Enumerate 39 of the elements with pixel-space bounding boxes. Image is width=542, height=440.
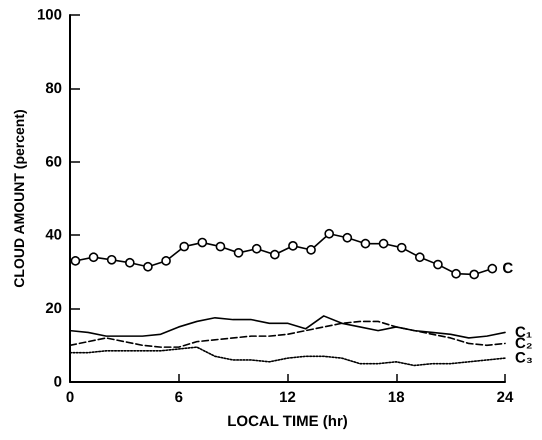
series-label: C xyxy=(502,260,514,278)
x-tick-label: 0 xyxy=(66,389,74,406)
x-axis-title: LOCAL TIME (hr) xyxy=(227,413,348,430)
x-tick-label: 12 xyxy=(279,389,296,406)
point xyxy=(342,232,352,243)
point xyxy=(469,270,479,280)
point xyxy=(88,252,98,262)
y-axis-title: CLOUD AMOUNT (percent) xyxy=(11,109,28,288)
y-tick-label: 40 xyxy=(45,226,62,244)
point xyxy=(360,238,370,248)
point xyxy=(252,244,262,254)
series-label: C₃ xyxy=(515,350,533,367)
point xyxy=(324,228,334,239)
y-tick-label: 0 xyxy=(54,374,62,390)
y-tick-label: 60 xyxy=(45,153,62,170)
point xyxy=(415,252,425,262)
x-tick-label: 6 xyxy=(174,389,183,406)
y-tick-label: 20 xyxy=(45,300,62,318)
y-tick-label: 80 xyxy=(45,80,62,97)
point xyxy=(106,254,116,265)
point xyxy=(270,250,280,260)
point xyxy=(198,238,208,248)
point xyxy=(396,242,406,252)
point xyxy=(234,248,244,258)
point xyxy=(70,256,80,266)
x-tick-label: 24 xyxy=(496,389,514,406)
point xyxy=(161,256,171,266)
point xyxy=(451,268,461,279)
y-tick-label: 100 xyxy=(36,6,62,24)
point xyxy=(143,262,153,272)
point xyxy=(306,245,316,255)
point xyxy=(125,258,135,268)
point xyxy=(378,238,388,248)
point xyxy=(433,260,443,270)
point xyxy=(288,241,298,251)
point xyxy=(488,264,498,274)
point xyxy=(216,242,226,252)
x-tick-label: 18 xyxy=(388,389,405,406)
point xyxy=(179,242,189,252)
